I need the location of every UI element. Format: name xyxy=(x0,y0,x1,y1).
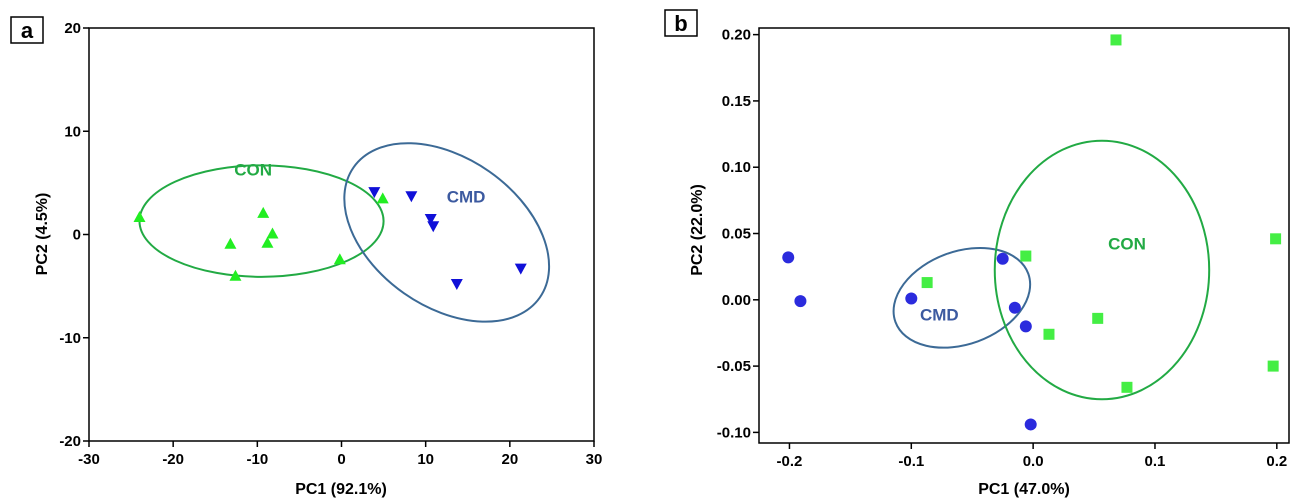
x-tick-label: 20 xyxy=(501,451,518,468)
y-tick-label: 0 xyxy=(73,227,81,244)
x-tick-label: 10 xyxy=(417,451,434,468)
data-point-cmd xyxy=(996,252,1009,265)
x-tick-label: -20 xyxy=(162,451,184,468)
y-tick-label: -0.05 xyxy=(717,358,751,375)
axis-ticks-b: -0.2 -0.1 0.0 0.1 0.2 -0.10 -0.05 0.00 0.05 0.10 0… xyxy=(717,27,1287,470)
data-point-cmd xyxy=(450,279,463,291)
ellipse-cmd xyxy=(892,246,1032,349)
data-point-con xyxy=(1092,312,1104,324)
data-point-con xyxy=(224,237,237,249)
ellipse-con xyxy=(993,139,1211,401)
y-tick-label: 10 xyxy=(64,123,81,140)
group-label-cmd: CMD xyxy=(447,187,486,206)
plot-frame-b xyxy=(758,27,1290,444)
group-labels-b: CMD CON xyxy=(920,234,1146,324)
data-point-cmd xyxy=(368,187,381,199)
y-tick-label: 0.00 xyxy=(722,292,751,309)
data-point-con xyxy=(1020,250,1032,262)
x-tick-label: 30 xyxy=(586,451,603,468)
x-tick-label: 0.2 xyxy=(1266,453,1287,470)
x-tick-label: 0.1 xyxy=(1145,453,1166,470)
data-point-con xyxy=(333,253,346,265)
x-axis-title-a: PC1 (92.1%) xyxy=(295,481,387,498)
data-point-con xyxy=(1267,360,1279,372)
panel-label-a: a xyxy=(21,18,34,43)
x-tick-label: -10 xyxy=(246,451,268,468)
data-point-cmd xyxy=(424,214,437,226)
group-label-cmd: CMD xyxy=(920,305,959,324)
x-tick-label: 0.0 xyxy=(1023,453,1044,470)
x-tick-label: 0 xyxy=(337,451,345,468)
plot-frame-a xyxy=(88,27,595,442)
group-label-con: CON xyxy=(234,161,272,180)
y-tick-label: -0.10 xyxy=(717,424,751,441)
y-axis-title-b: PC2 (22.0%) xyxy=(689,184,706,276)
data-point-con xyxy=(229,269,242,281)
y-tick-label: 20 xyxy=(64,20,81,37)
ellipse-cmd xyxy=(343,142,551,323)
data-point-con xyxy=(376,192,389,204)
chart-panel-b: b -0.2 -0.1 0.0 0.1 0.2 -0.10 -0.05 0.00 0.05 0.1… xyxy=(664,9,1290,498)
data-point-con xyxy=(1110,34,1122,46)
x-axis-title-b: PC1 (47.0%) xyxy=(978,481,1070,498)
y-tick-label: 0.05 xyxy=(722,226,751,243)
data-point-cmd xyxy=(405,191,418,203)
data-point-cmd xyxy=(1024,418,1037,431)
data-point-con xyxy=(266,227,279,239)
group-ellipses-b xyxy=(892,139,1211,401)
y-tick-label: 0.20 xyxy=(722,27,751,44)
x-tick-label: -30 xyxy=(78,451,100,468)
y-tick-label: -10 xyxy=(59,330,81,347)
x-tick-label: -0.1 xyxy=(898,453,924,470)
data-points-b xyxy=(782,34,1282,431)
data-point-cmd xyxy=(1019,320,1032,333)
y-tick-label: 0.15 xyxy=(722,93,751,110)
panel-label-box-b xyxy=(664,9,698,37)
data-point-cmd xyxy=(905,292,918,305)
data-point-con xyxy=(261,236,274,248)
data-point-cmd xyxy=(514,263,527,275)
group-label-con: CON xyxy=(1108,234,1146,253)
y-tick-label: 0.10 xyxy=(722,159,751,176)
data-point-cmd xyxy=(1008,301,1021,314)
data-point-cmd xyxy=(427,221,440,233)
data-point-con xyxy=(257,206,270,218)
data-point-con xyxy=(1121,381,1133,393)
group-ellipses-a xyxy=(138,142,551,323)
panel-label-b: b xyxy=(674,11,687,36)
data-point-cmd xyxy=(794,295,807,308)
data-point-cmd xyxy=(782,251,795,264)
group-labels-a: CON CMD xyxy=(234,161,485,207)
data-point-con xyxy=(133,210,146,222)
panel-label-box-a xyxy=(10,16,44,44)
data-point-con xyxy=(921,277,933,289)
data-point-con xyxy=(1270,233,1282,245)
x-tick-label: -0.2 xyxy=(777,453,803,470)
y-axis-title-a: PC2 (4.5%) xyxy=(34,193,51,276)
data-point-con xyxy=(1043,328,1055,340)
y-tick-label: -20 xyxy=(59,433,81,450)
data-points-a xyxy=(133,187,527,291)
